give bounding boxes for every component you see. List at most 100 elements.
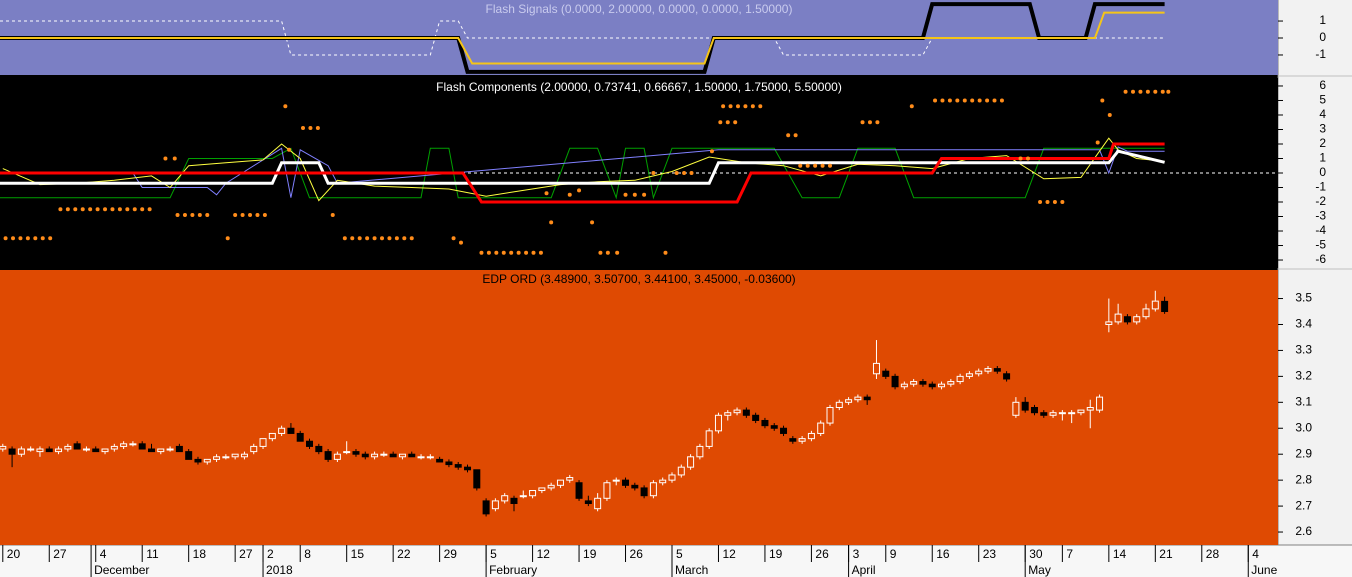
dot xyxy=(977,98,982,103)
candle-body xyxy=(1030,407,1038,414)
dot xyxy=(524,250,529,255)
dot xyxy=(1131,89,1136,94)
dot xyxy=(255,213,260,218)
x-tick-label: 27 xyxy=(239,547,253,561)
x-tick-label: 29 xyxy=(444,547,458,561)
candle-body xyxy=(863,396,871,401)
dot xyxy=(1123,89,1128,94)
candle-body xyxy=(733,409,741,414)
candle-body xyxy=(835,401,843,408)
candle-body xyxy=(891,375,899,388)
dot xyxy=(479,250,484,255)
dot xyxy=(642,192,647,197)
dot xyxy=(11,236,16,241)
candle-body xyxy=(268,432,276,440)
candle-body xyxy=(343,451,351,454)
dot xyxy=(1095,140,1100,145)
candle-body xyxy=(640,487,648,497)
candle-body xyxy=(1105,321,1113,325)
candle-body xyxy=(900,383,908,388)
candle-body xyxy=(250,445,258,453)
dot xyxy=(350,236,355,241)
dot xyxy=(147,207,152,212)
candle-body xyxy=(157,448,165,453)
dot xyxy=(486,250,491,255)
dot xyxy=(3,236,8,241)
candle-body xyxy=(1077,409,1085,414)
x-tick-label: 30 xyxy=(1029,547,1043,561)
candle-body xyxy=(947,381,955,385)
dot xyxy=(409,236,414,241)
dot xyxy=(95,207,100,212)
candle-body xyxy=(175,445,183,453)
y-tick-label: 2.8 xyxy=(1295,472,1312,486)
dot xyxy=(240,213,245,218)
candle-body xyxy=(724,412,732,416)
candle-body xyxy=(361,453,369,458)
candle-body xyxy=(194,458,202,463)
dot xyxy=(262,213,267,218)
dot xyxy=(48,236,53,241)
candle-body xyxy=(575,482,583,499)
y-tick-label: 4 xyxy=(1319,107,1326,121)
candle-body xyxy=(705,430,713,447)
candle-body xyxy=(910,381,918,385)
dot xyxy=(567,192,572,197)
dot xyxy=(163,156,168,161)
candle-body xyxy=(882,370,890,377)
x-tick-label: 4 xyxy=(100,547,107,561)
dot xyxy=(577,188,582,193)
x-tick-label: 15 xyxy=(351,547,365,561)
y-tick-label: -3 xyxy=(1315,209,1326,223)
dot xyxy=(805,163,810,168)
candle-body xyxy=(677,466,685,476)
candle-body xyxy=(1086,407,1094,411)
candle-body xyxy=(1142,308,1150,318)
dot xyxy=(992,98,997,103)
dot xyxy=(140,207,145,212)
candle-body xyxy=(826,407,834,424)
x-tick-label: 11 xyxy=(146,547,159,561)
dot xyxy=(103,207,108,212)
candle-body xyxy=(306,440,314,447)
dot xyxy=(793,133,798,138)
dot xyxy=(110,207,115,212)
candle-body xyxy=(491,500,499,510)
dot xyxy=(387,236,392,241)
y-tick-label: 2 xyxy=(1319,136,1326,150)
dot xyxy=(380,236,385,241)
dot xyxy=(372,236,377,241)
candle-body xyxy=(984,368,992,372)
dot xyxy=(18,236,23,241)
x-tick-label: 5 xyxy=(490,547,497,561)
y-tick-label: 3.4 xyxy=(1295,317,1312,331)
dot xyxy=(459,240,464,245)
dot xyxy=(225,236,230,241)
dot xyxy=(728,104,733,109)
candle-body xyxy=(603,482,611,499)
candle-body xyxy=(594,497,602,510)
dot xyxy=(538,250,543,255)
candle-body xyxy=(1012,401,1020,416)
dot xyxy=(860,120,865,125)
candle-body xyxy=(473,469,481,489)
x-tick-label: 21 xyxy=(1159,547,1173,561)
y-tick-label: -1 xyxy=(1315,180,1326,194)
candle-body xyxy=(166,448,174,451)
dot xyxy=(725,120,730,125)
x-tick-label: 18 xyxy=(193,547,207,561)
candle-body xyxy=(296,432,304,442)
dot xyxy=(598,250,603,255)
dot xyxy=(709,149,714,154)
month-label: June xyxy=(1251,563,1277,577)
dot xyxy=(828,163,833,168)
y-tick-label: 3.1 xyxy=(1295,394,1312,408)
candle-body xyxy=(1068,412,1076,415)
dot xyxy=(1025,156,1030,161)
dot xyxy=(501,250,506,255)
month-label: February xyxy=(489,563,537,577)
dot xyxy=(402,236,407,241)
series-line xyxy=(0,2,1165,74)
x-tick-label: 12 xyxy=(722,547,736,561)
